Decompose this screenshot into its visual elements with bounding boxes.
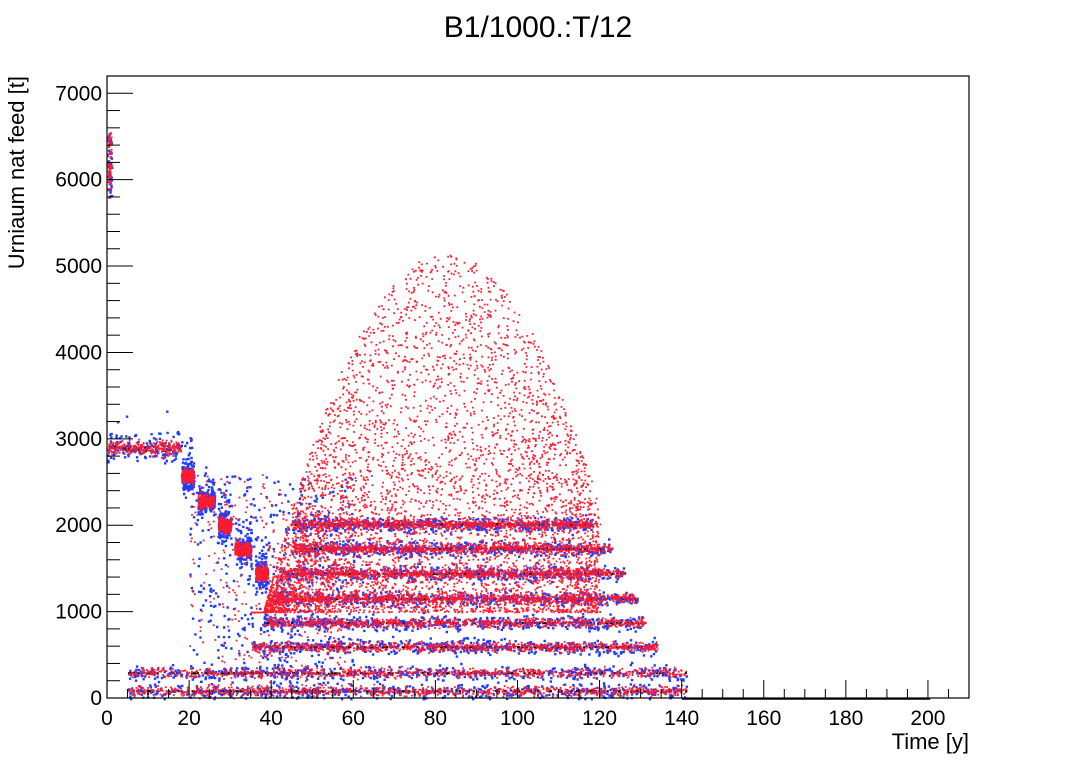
chart-title: B1/1000.:T/12 <box>444 11 632 44</box>
x-tick-label: 160 <box>746 707 781 730</box>
y-tick-label: 3000 <box>55 428 102 451</box>
y-tick-label: 5000 <box>55 255 102 278</box>
x-tick-label: 60 <box>342 707 365 730</box>
x-tick-label: 140 <box>664 707 699 730</box>
red-series-points <box>107 132 688 700</box>
blue-series-points <box>107 133 688 701</box>
x-tick-label: 40 <box>260 707 283 730</box>
plot-points <box>107 132 931 701</box>
y-tick-label: 0 <box>90 687 102 710</box>
y-axis: 0 1000 2000 3000 4000 5000 6000 7000 <box>55 75 133 710</box>
black-series-points <box>109 444 931 700</box>
y-tick-label: 1000 <box>55 601 102 624</box>
x-tick-label: 180 <box>828 707 863 730</box>
y-tick-label: 6000 <box>55 169 102 192</box>
x-tick-label: 120 <box>582 707 617 730</box>
x-tick-label: 20 <box>177 707 200 730</box>
y-tick-label: 4000 <box>55 341 102 364</box>
x-tick-label: 100 <box>500 707 535 730</box>
plot-frame <box>106 75 970 699</box>
x-axis: 0 20 40 60 80 100 120 140 160 180 200 <box>101 680 970 730</box>
y-axis-label: Urniaum nat feed [t] <box>4 76 29 269</box>
y-tick-label: 2000 <box>55 514 102 537</box>
x-tick-label: 200 <box>910 707 945 730</box>
x-tick-label: 80 <box>424 707 447 730</box>
y-tick-label: 7000 <box>55 82 102 105</box>
x-tick-label: 0 <box>101 707 113 730</box>
x-axis-label: Time [y] <box>892 729 969 754</box>
